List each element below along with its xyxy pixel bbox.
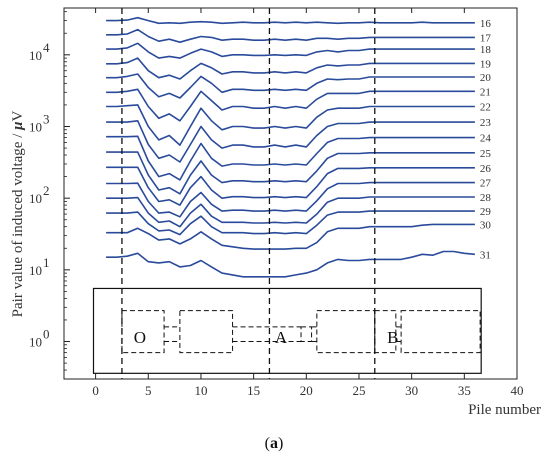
zone-box-5 xyxy=(400,310,481,354)
series-label-21: 21 xyxy=(480,86,491,98)
series-label-16: 16 xyxy=(480,18,492,30)
y-tick-label-10: 10 xyxy=(29,263,42,278)
y-tick-label-100: 10 xyxy=(29,191,42,206)
y-tick-exponent-10000: 4 xyxy=(43,40,50,55)
series-label-28: 28 xyxy=(480,192,492,204)
y-axis-label-text: Pair value of induced voltage / xyxy=(10,130,26,317)
x-tick-label-0: 0 xyxy=(92,383,99,398)
caption-open: ( xyxy=(265,435,270,452)
series-label-24: 24 xyxy=(480,133,492,145)
x-tick-label-25: 25 xyxy=(352,383,365,398)
y-tick-exponent-1000: 3 xyxy=(43,111,50,126)
series-label-25: 25 xyxy=(480,148,492,160)
y-tick-exponent-10: 1 xyxy=(43,255,50,270)
series-line-27 xyxy=(106,181,475,218)
x-tick-label-5: 5 xyxy=(145,383,152,398)
structure-box xyxy=(92,287,482,374)
x-tick-label-40: 40 xyxy=(511,383,524,398)
series-line-26 xyxy=(106,166,475,206)
series-label-18: 18 xyxy=(480,44,492,56)
plot-frame xyxy=(63,7,518,380)
x-tick-label-10: 10 xyxy=(194,383,207,398)
series-label-22: 22 xyxy=(480,102,491,114)
series-label-26: 26 xyxy=(480,163,492,175)
series-label-30: 30 xyxy=(480,219,492,231)
series-line-24 xyxy=(106,135,475,181)
zone-label-O: O xyxy=(134,328,146,347)
series-line-28 xyxy=(106,196,475,228)
series-label-17: 17 xyxy=(480,32,492,44)
series-label-29: 29 xyxy=(480,206,492,218)
y-tick-exponent-1: 0 xyxy=(43,327,50,342)
zone-label-A: A xyxy=(275,328,288,347)
y-tick-label-10000: 10 xyxy=(29,48,42,63)
series-label-27: 27 xyxy=(480,178,492,190)
x-axis-label: Pile number xyxy=(468,402,541,418)
zone-label-B: B xyxy=(387,328,398,347)
series-line-20 xyxy=(106,73,475,99)
series-line-23 xyxy=(106,120,475,163)
y-tick-exponent-100: 2 xyxy=(43,183,50,198)
series-line-22 xyxy=(106,104,475,146)
caption-letter: a xyxy=(270,435,278,452)
zone-box-3 xyxy=(316,310,376,354)
y-tick-label-1000: 10 xyxy=(29,119,42,134)
series-label-31: 31 xyxy=(480,249,491,261)
y-axis-label-unit-symbol: μ xyxy=(10,122,26,131)
series-label-23: 23 xyxy=(480,117,492,129)
zone-box-2 xyxy=(300,326,313,343)
series-line-29 xyxy=(106,210,475,236)
series-line-30 xyxy=(106,223,475,250)
x-tick-label-15: 15 xyxy=(247,383,260,398)
series-line-17 xyxy=(106,28,475,44)
series-line-31 xyxy=(106,250,475,278)
x-tick-label-35: 35 xyxy=(458,383,471,398)
series-line-21 xyxy=(106,88,475,122)
figure-caption: (a) xyxy=(265,435,284,452)
y-tick-label-1: 10 xyxy=(29,335,42,350)
series-line-16 xyxy=(106,16,475,25)
zone-box-1 xyxy=(179,310,234,354)
caption-close: ) xyxy=(278,435,283,452)
y-axis-label-unit-letter: V xyxy=(10,111,26,122)
series-line-25 xyxy=(106,151,475,195)
x-tick-label-20: 20 xyxy=(300,383,313,398)
series-line-18 xyxy=(106,42,475,59)
y-axis-label: Pair value of induced voltage / μV xyxy=(10,111,26,318)
x-tick-label-30: 30 xyxy=(405,383,418,398)
series-line-19 xyxy=(106,57,475,80)
series-label-19: 19 xyxy=(480,58,492,70)
series-label-20: 20 xyxy=(480,72,492,84)
